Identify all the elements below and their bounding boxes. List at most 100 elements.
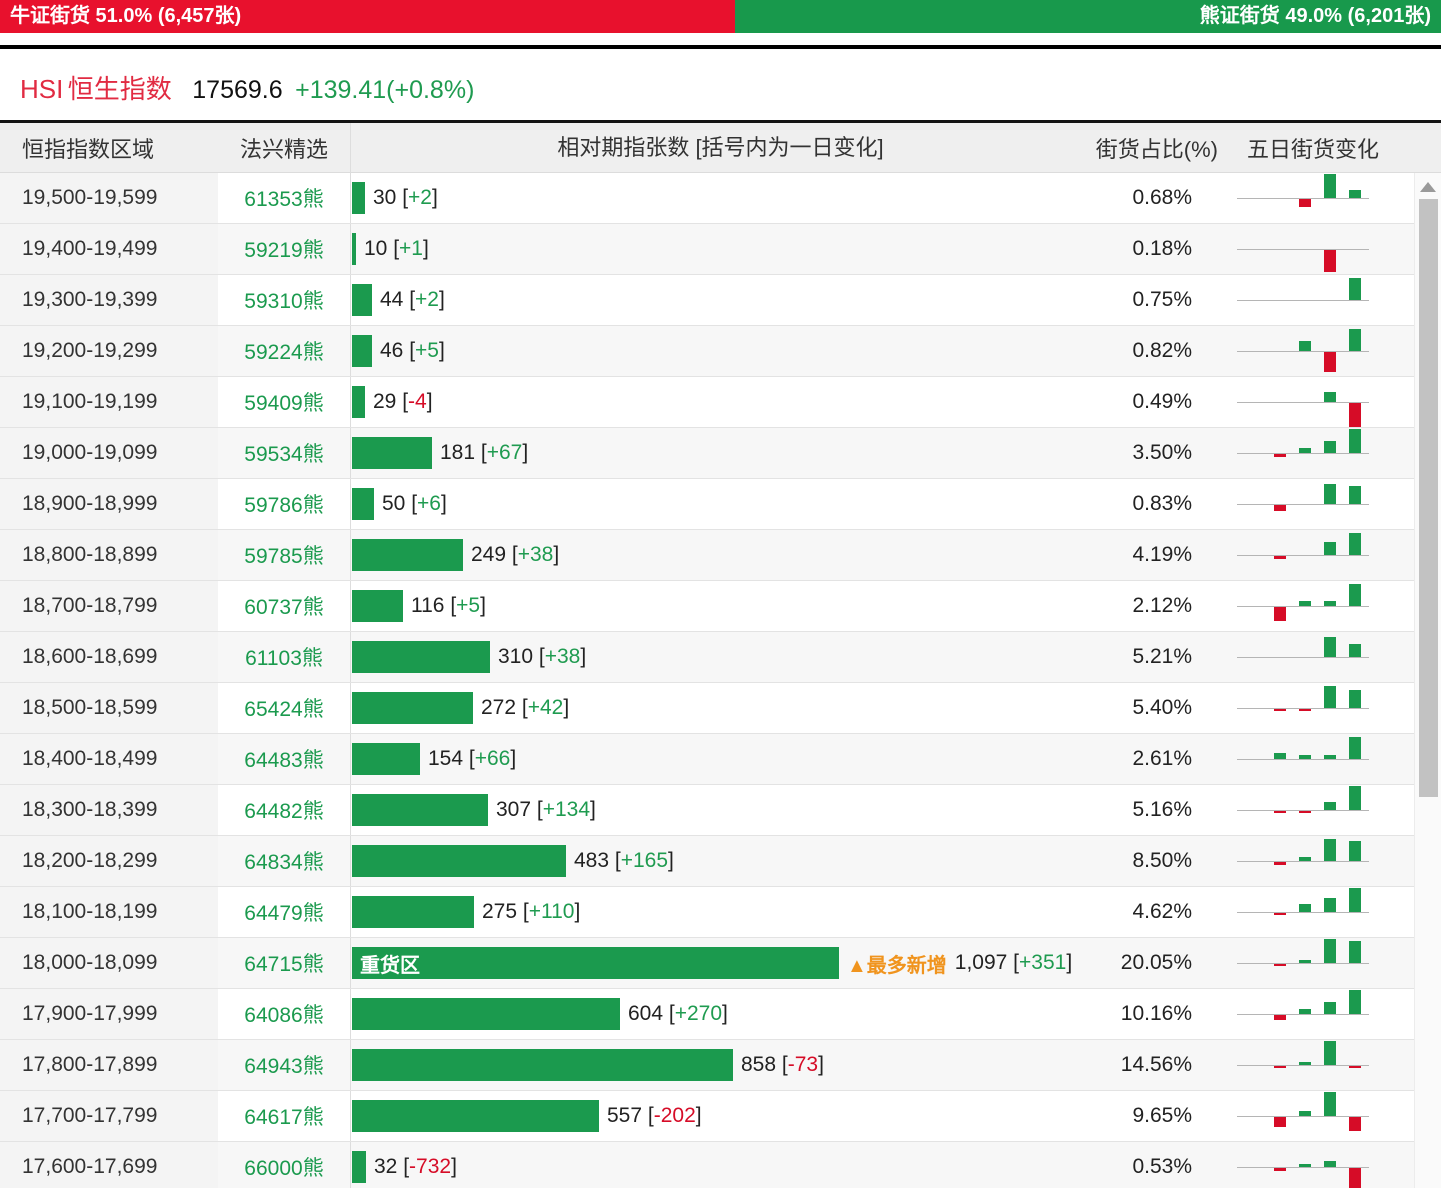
chart-baseline	[1237, 198, 1369, 199]
warrant-code-link[interactable]: 59534熊	[244, 443, 324, 466]
daily-change-value: +351	[1019, 951, 1067, 974]
contracts-bar	[352, 386, 365, 418]
chart-baseline	[1237, 810, 1369, 811]
contracts-bar-cell: 307 [+134]	[350, 785, 1090, 835]
warrant-code-link[interactable]: 64834熊	[244, 851, 324, 874]
five-day-mini-chart	[1237, 428, 1369, 478]
chart-day-bar	[1299, 755, 1311, 759]
warrant-code-link[interactable]: 59219熊	[244, 239, 324, 262]
five-day-chart-cell	[1220, 377, 1441, 427]
five-day-chart-cell	[1220, 326, 1441, 376]
warrant-code-link[interactable]: 64715熊	[244, 953, 324, 976]
five-day-chart-cell	[1220, 581, 1441, 631]
contracts-bar-cell: 181 [+67]	[350, 428, 1090, 478]
warrant-code-link[interactable]: 61103熊	[245, 647, 323, 670]
contracts-bar-cell: 10 [+1]	[350, 224, 1090, 274]
contracts-bar-cell: 154 [+66]	[350, 734, 1090, 784]
warrant-code-link[interactable]: 64943熊	[244, 1055, 324, 1078]
contracts-value-label: 310 [+38]	[498, 645, 587, 668]
chart-baseline	[1237, 453, 1369, 454]
contracts-bar-cell: 604 [+270]	[350, 989, 1090, 1039]
warrant-code-link[interactable]: 64479熊	[244, 902, 324, 925]
street-pct-cell: 0.75%	[1132, 288, 1192, 311]
table-row: 19,300-19,399 59310熊 44 [+2] 0.75%	[0, 275, 1441, 326]
chart-day-bar	[1274, 1168, 1286, 1171]
index-price: 17569.6	[192, 76, 283, 104]
street-pct-cell: 2.12%	[1132, 594, 1192, 617]
warrant-code-link[interactable]: 59224熊	[244, 341, 324, 364]
street-pct-cell: 0.53%	[1132, 1155, 1192, 1178]
warrant-code-link[interactable]: 59310熊	[244, 290, 324, 313]
chart-baseline	[1237, 606, 1369, 607]
warrant-code-link[interactable]: 65424熊	[244, 698, 324, 721]
chart-day-bar	[1299, 341, 1311, 351]
table-row: 18,500-18,599 65424熊 272 [+42] 5.40%	[0, 683, 1441, 734]
five-day-mini-chart	[1237, 683, 1369, 733]
table-row: 18,000-18,099 64715熊 重货区 ▲最多新增 1,097 [+351] 2…	[0, 938, 1441, 989]
warrant-code-link[interactable]: 59409熊	[244, 392, 324, 415]
table-row: 19,100-19,199 59409熊 29 [-4] 0.49%	[0, 377, 1441, 428]
chart-day-bar	[1324, 542, 1336, 555]
daily-change-value: +67	[486, 441, 523, 464]
contracts-value-label: 272 [+42]	[481, 696, 570, 719]
five-day-mini-chart	[1237, 530, 1369, 580]
warrant-code-link[interactable]: 64086熊	[244, 1004, 324, 1027]
chart-day-bar	[1349, 533, 1361, 555]
five-day-chart-cell	[1220, 887, 1441, 937]
chart-day-bar	[1274, 1066, 1286, 1068]
chart-day-bar	[1299, 1009, 1311, 1014]
warrant-code-link[interactable]: 64482熊	[244, 800, 324, 823]
contracts-bar	[352, 998, 620, 1030]
chart-day-bar	[1349, 737, 1361, 759]
five-day-mini-chart	[1237, 224, 1369, 274]
warrant-code-link[interactable]: 66000熊	[244, 1157, 324, 1180]
index-range-cell: 19,000-19,099	[0, 428, 218, 478]
chart-day-bar	[1349, 1168, 1361, 1188]
chart-day-bar	[1274, 709, 1286, 711]
contracts-bar	[352, 641, 490, 673]
table-row: 17,900-17,999 64086熊 604 [+270] 10.16%	[0, 989, 1441, 1040]
warrant-code-link[interactable]: 59786熊	[244, 494, 324, 517]
five-day-mini-chart	[1237, 479, 1369, 529]
contracts-bar-cell: 30 [+2]	[350, 173, 1090, 223]
five-day-chart-cell	[1220, 938, 1441, 988]
contracts-bar-cell: 483 [+165]	[350, 836, 1090, 886]
warrant-code-link[interactable]: 64617熊	[244, 1106, 324, 1129]
warrant-code-link[interactable]: 60737熊	[244, 596, 324, 619]
chart-day-bar	[1349, 584, 1361, 606]
contracts-bar-cell: 32 [-732]	[350, 1142, 1090, 1188]
warrant-code-link[interactable]: 59785熊	[244, 545, 324, 568]
five-day-mini-chart	[1237, 377, 1369, 427]
chart-day-bar	[1274, 505, 1286, 511]
warrant-code-link[interactable]: 64483熊	[244, 749, 324, 772]
chart-baseline	[1237, 1065, 1369, 1066]
contracts-value-label: 30 [+2]	[373, 186, 438, 209]
street-pct-cell: 9.65%	[1132, 1104, 1192, 1127]
five-day-chart-cell	[1220, 632, 1441, 682]
five-day-mini-chart	[1237, 632, 1369, 682]
contracts-bar	[352, 539, 463, 571]
daily-change-value: +165	[620, 849, 669, 872]
chart-baseline	[1237, 759, 1369, 760]
five-day-chart-cell	[1220, 989, 1441, 1039]
contracts-value-label: 275 [+110]	[482, 900, 581, 923]
chart-day-bar	[1274, 556, 1286, 559]
chart-day-bar	[1324, 174, 1336, 198]
scrollbar-thumb[interactable]	[1419, 199, 1438, 797]
contracts-value-label: 154 [+66]	[428, 747, 517, 770]
contracts-value-label: 483 [+165]	[574, 849, 674, 872]
contracts-value-label: 32 [-732]	[374, 1155, 457, 1178]
street-pct-cell: 5.16%	[1132, 798, 1192, 821]
table-row: 19,000-19,099 59534熊 181 [+67] 3.50%	[0, 428, 1441, 479]
chart-day-bar	[1324, 686, 1336, 708]
chart-baseline	[1237, 249, 1369, 250]
warrant-code-link[interactable]: 61353熊	[244, 188, 324, 211]
scrollbar[interactable]	[1414, 173, 1441, 1188]
daily-change-value: +270	[674, 1002, 723, 1025]
scrollbar-up-arrow-icon[interactable]	[1420, 182, 1436, 192]
contracts-bar-cell: 557 [-202]	[350, 1091, 1090, 1141]
chart-day-bar	[1324, 1092, 1336, 1116]
five-day-mini-chart	[1237, 1040, 1369, 1090]
index-range-cell: 18,500-18,599	[0, 683, 218, 733]
contracts-value-label: 557 [-202]	[607, 1104, 702, 1127]
